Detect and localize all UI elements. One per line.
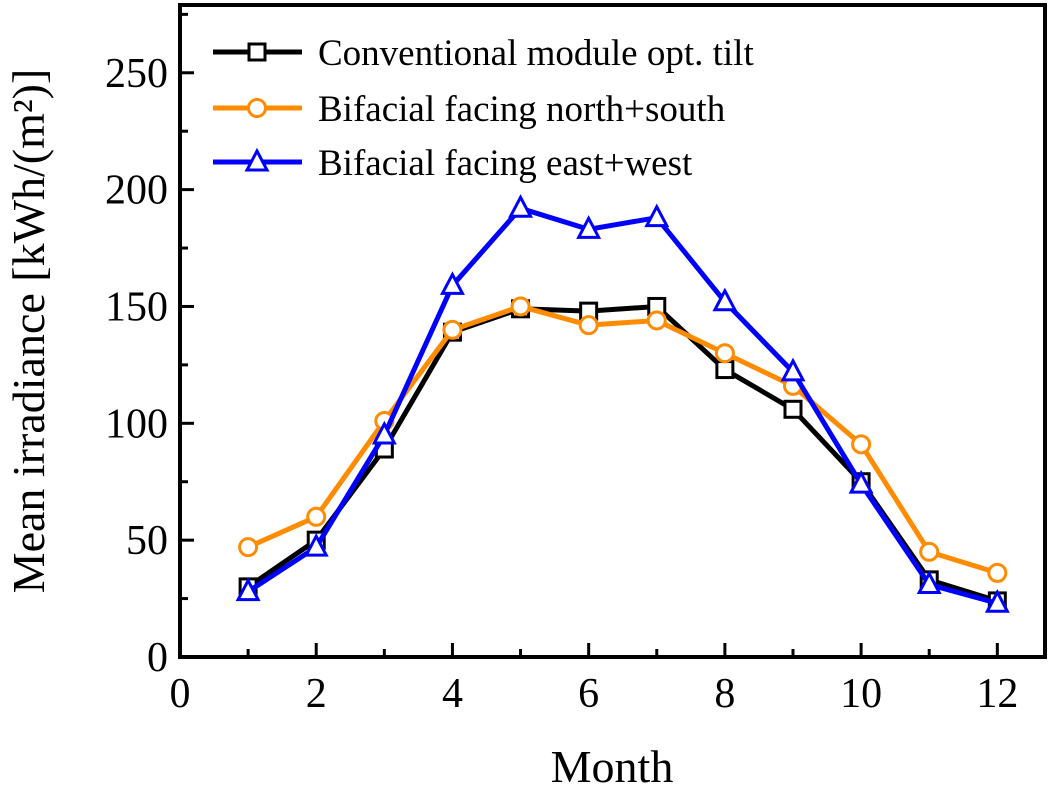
y-tick-label: 150	[105, 284, 168, 330]
data-point-2-1	[303, 532, 329, 557]
y-tick-label: 50	[126, 518, 168, 564]
y-axis-label: Mean irradiance [kWh/(m²)]	[3, 69, 54, 594]
legend-label-0: Conventional module opt. tilt	[318, 33, 754, 74]
data-point-2-5	[576, 215, 602, 239]
legend-marker-0	[247, 42, 267, 62]
data-point-1-4	[510, 296, 531, 317]
data-point-2-7	[712, 287, 738, 312]
data-point-1-0	[238, 537, 259, 558]
data-point-1-3	[442, 319, 463, 340]
data-point-2-11	[984, 589, 1010, 613]
data-point-2-9	[848, 469, 874, 494]
data-point-1-11	[987, 562, 1008, 583]
data-point-1-10	[919, 541, 940, 562]
legend-marker-1	[247, 98, 267, 118]
legend-label-2: Bifacial facing east+west	[318, 143, 693, 184]
series-line-1	[247, 303, 999, 576]
plot-frame	[178, 3, 1047, 659]
x-tick-label: 4	[442, 671, 463, 717]
x-tick-label: 0	[170, 671, 191, 717]
y-tick-label: 0	[147, 635, 168, 681]
y-tick-label: 250	[105, 51, 168, 97]
data-point-2-3	[439, 271, 465, 295]
y-tick-label: 200	[105, 168, 168, 214]
data-point-0-7	[715, 360, 735, 380]
data-point-1-9	[851, 434, 872, 455]
series-line-2	[246, 205, 998, 606]
data-point-1-1	[306, 506, 327, 527]
data-point-2-0	[235, 577, 261, 602]
data-point-2-10	[916, 570, 942, 595]
data-point-1-6	[646, 310, 667, 331]
x-axis-label: Month	[551, 741, 674, 787]
x-tick-label: 2	[306, 671, 327, 717]
data-point-2-2	[371, 420, 397, 445]
data-point-1-7	[714, 343, 735, 364]
x-tick-label: 6	[578, 671, 599, 717]
data-point-1-5	[578, 315, 599, 336]
x-tick-label: 8	[714, 671, 735, 717]
data-point-2-4	[508, 194, 534, 218]
legend-marker-2	[244, 147, 270, 172]
data-point-2-6	[644, 203, 670, 228]
data-point-2-8	[780, 357, 806, 382]
legend-label-1: Bifacial facing north+south	[318, 89, 726, 130]
data-point-0-8	[783, 399, 803, 419]
x-tick-label: 10	[840, 671, 882, 717]
x-tick-label: 12	[976, 671, 1018, 717]
y-tick-label: 100	[105, 401, 168, 447]
